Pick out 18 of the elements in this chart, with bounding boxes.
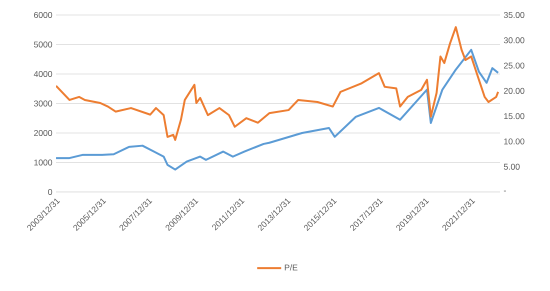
y-tick-label: 1000 <box>34 160 52 166</box>
y-tick-label: 3000 <box>34 100 52 106</box>
y-tick-label: 0 <box>48 189 52 195</box>
y2-tick-label: 20.00 <box>504 88 524 94</box>
y-tick-label: 6000 <box>34 12 52 18</box>
y2-tick-label: 30.00 <box>504 37 524 44</box>
y-tick-label: 2000 <box>34 130 52 136</box>
y-tick-label: 4000 <box>34 71 52 77</box>
line-series <box>56 26 500 141</box>
line-series <box>56 48 500 171</box>
y2-tick-label: 15.00 <box>504 113 524 120</box>
y2-tick-label: 10.00 <box>504 138 524 144</box>
y2-tick-label: 35.00 <box>504 12 524 18</box>
y-tick-label: 5000 <box>34 42 52 48</box>
y2-tick-label: 5.00 <box>504 164 520 170</box>
legend-label: P/E <box>284 264 298 271</box>
y2-tick-label: - <box>504 190 506 192</box>
y2-tick-label: 25.00 <box>504 62 524 69</box>
